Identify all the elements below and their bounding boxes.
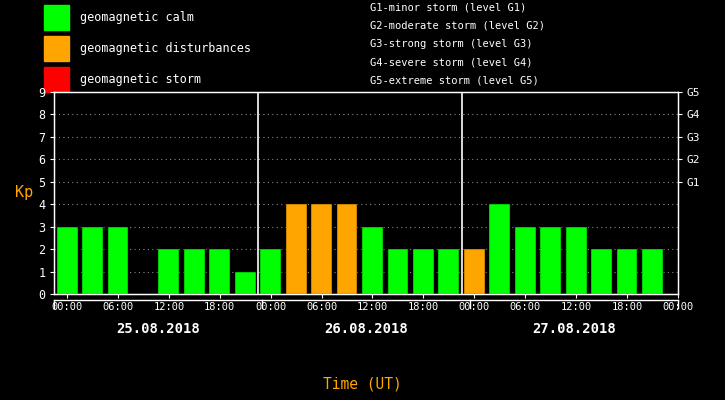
Text: geomagnetic storm: geomagnetic storm [80, 73, 201, 86]
Bar [44, 67, 69, 92]
Bar [235, 272, 256, 294]
Bar [336, 204, 357, 294]
Bar [311, 204, 332, 294]
Y-axis label: Kp: Kp [15, 186, 33, 200]
Text: G5-extreme storm (level G5): G5-extreme storm (level G5) [370, 76, 539, 86]
Bar [464, 249, 485, 294]
Bar [616, 249, 637, 294]
Bar [184, 249, 204, 294]
Bar [82, 227, 103, 294]
Text: geomagnetic disturbances: geomagnetic disturbances [80, 42, 251, 55]
Bar [57, 227, 78, 294]
Text: G3-strong storm (level G3): G3-strong storm (level G3) [370, 39, 532, 49]
Bar [515, 227, 536, 294]
Text: 25.08.2018: 25.08.2018 [117, 322, 200, 336]
Text: 26.08.2018: 26.08.2018 [324, 322, 408, 336]
Text: Time (UT): Time (UT) [323, 376, 402, 392]
Bar [591, 249, 612, 294]
Text: geomagnetic calm: geomagnetic calm [80, 11, 194, 24]
Bar [413, 249, 434, 294]
Bar [489, 204, 510, 294]
Text: G1-minor storm (level G1): G1-minor storm (level G1) [370, 2, 526, 12]
Bar [107, 227, 128, 294]
Bar [362, 227, 383, 294]
Bar [566, 227, 587, 294]
Bar [642, 249, 663, 294]
Bar [286, 204, 307, 294]
Bar [260, 249, 281, 294]
Bar [159, 249, 179, 294]
Bar [540, 227, 561, 294]
Bar [44, 5, 69, 30]
Text: G4-severe storm (level G4): G4-severe storm (level G4) [370, 58, 532, 68]
Bar [387, 249, 408, 294]
Text: 27.08.2018: 27.08.2018 [532, 322, 616, 336]
Bar [44, 36, 69, 61]
Bar [439, 249, 459, 294]
Bar [210, 249, 231, 294]
Text: G2-moderate storm (level G2): G2-moderate storm (level G2) [370, 20, 544, 30]
